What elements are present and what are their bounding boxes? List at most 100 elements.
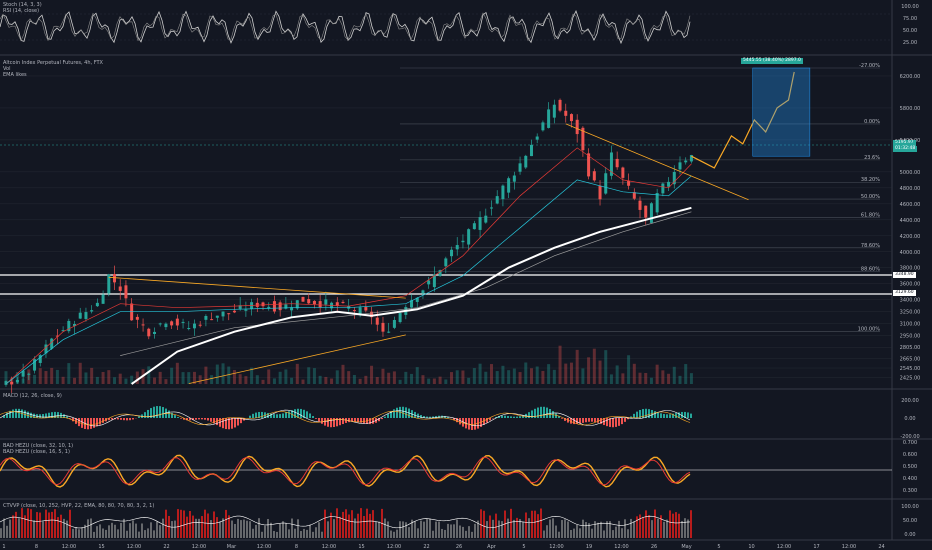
macd-hist-543: [543, 406, 545, 418]
volume-bar-14: [84, 372, 88, 384]
macd-hist-417: [417, 413, 419, 418]
volume-bar-64: [370, 365, 374, 384]
macd-hist-396: [396, 407, 398, 418]
volume-bar-79: [455, 370, 459, 384]
ctvp-bar-18: [18, 518, 20, 538]
volume-bar-52: [301, 379, 305, 384]
candle-body-72: [415, 297, 419, 302]
price-tick-17: 2545.00: [900, 366, 921, 372]
ctvp-bar-264: [264, 525, 266, 538]
candle-body-9: [55, 335, 59, 337]
x-tick-22: 5: [717, 544, 720, 550]
candle-body-115: [661, 183, 665, 194]
ctvp-bar-684: [684, 518, 686, 538]
x-tick-4: 12:00: [127, 544, 141, 550]
volume-bar-112: [644, 372, 648, 384]
candle-body-91: [524, 155, 528, 168]
macd-hist-222: [222, 418, 224, 429]
volume-bar-87: [501, 365, 505, 384]
ctvp-bar-591: [591, 528, 593, 538]
volume-bar-104: [598, 360, 602, 384]
ctvp-bar-9: [9, 519, 11, 538]
x-tick-6: 12:00: [192, 544, 206, 550]
volume-bar-63: [364, 375, 368, 384]
ctvp-tick-2: 0.00: [904, 532, 915, 538]
ctvp-bar-309: [309, 524, 311, 538]
macd-hist-645: [645, 408, 647, 418]
ctvp-bar-675: [675, 512, 677, 538]
macd-hist-81: [81, 418, 83, 428]
ctvp-bar-630: [630, 518, 632, 538]
ctvp-bar-87: [87, 519, 89, 538]
x-tick-8: 12:00: [257, 544, 271, 550]
candle-body-75: [432, 274, 436, 288]
macd-hist-453: [453, 418, 455, 421]
candle-body-37: [215, 315, 219, 318]
volume-bar-55: [318, 375, 322, 384]
macd-hist-201: [201, 418, 203, 420]
candle-body-21: [124, 285, 128, 299]
candle-body-46: [267, 306, 271, 309]
candle-body-7: [44, 344, 48, 354]
ctvp-bar-84: [84, 524, 86, 538]
ctvp-bar-51: [51, 511, 53, 538]
macd-hist-48: [48, 412, 50, 418]
ctvp-bar-324: [324, 509, 326, 538]
price-tick-3: 5000.00: [900, 170, 921, 176]
volume-bar-25: [147, 366, 151, 384]
ctvp-bar-423: [423, 521, 425, 538]
macd-hist-648: [648, 409, 650, 418]
candle-body-38: [221, 311, 225, 317]
ctvp-bar-45: [45, 509, 47, 538]
macd-hist-18: [18, 408, 20, 418]
ctvp-bar-252: [252, 528, 254, 538]
candle-body-33: [192, 323, 196, 329]
candle-body-27: [158, 323, 162, 325]
volume-bar-66: [381, 368, 385, 384]
x-tick-16: 5: [522, 544, 525, 550]
bbz-line-2: [0, 456, 691, 486]
ctvp-bar-90: [90, 518, 92, 538]
fib-label-5: 61.80%: [861, 212, 880, 218]
volume-bar-58: [335, 370, 339, 384]
macd-hist-624: [624, 418, 626, 422]
candle-body-113: [649, 203, 653, 223]
volume-bar-23: [135, 371, 139, 384]
ema-white-line: [131, 206, 692, 385]
macd-hist-339: [339, 418, 341, 426]
macd-hist-30: [30, 412, 32, 418]
macd-hist-522: [522, 415, 524, 418]
macd-hist-573: [573, 418, 575, 425]
ctvp-bar-459: [459, 525, 461, 538]
candle-body-90: [518, 163, 522, 172]
ctvp-tick-0: 100.00: [901, 504, 919, 510]
ctvp-bar-471: [471, 531, 473, 538]
macd-hist-507: [507, 416, 509, 418]
candle-body-30: [175, 318, 179, 326]
ctvp-bar-267: [267, 519, 269, 538]
macd-hist-192: [192, 418, 194, 421]
volume-bar-69: [398, 379, 402, 384]
ctvp-bar-327: [327, 521, 329, 538]
stoch-k-line: [0, 10, 691, 45]
ctvp-bar-504: [504, 510, 506, 538]
volume-bar-22: [130, 375, 134, 384]
volume-bar-116: [667, 373, 671, 384]
volume-bar-72: [415, 367, 419, 384]
candle-body-67: [387, 331, 391, 333]
price-tick-8: 4000.00: [900, 250, 921, 256]
ctvp-bar-213: [213, 511, 215, 538]
ctvp-bar-225: [225, 509, 227, 538]
volume-bar-84: [484, 371, 488, 384]
macd-hist-300: [300, 408, 302, 418]
volume-bar-20: [118, 373, 122, 384]
ctvp-bar-561: [561, 520, 563, 538]
macd-hist-519: [519, 416, 521, 418]
ctvp-bar-615: [615, 526, 617, 538]
macd-hist-15: [15, 408, 17, 418]
ctvp-bar-375: [375, 521, 377, 538]
candle-body-42: [244, 309, 248, 311]
macd-hist-348: [348, 418, 350, 423]
macd-hist-51: [51, 412, 53, 418]
